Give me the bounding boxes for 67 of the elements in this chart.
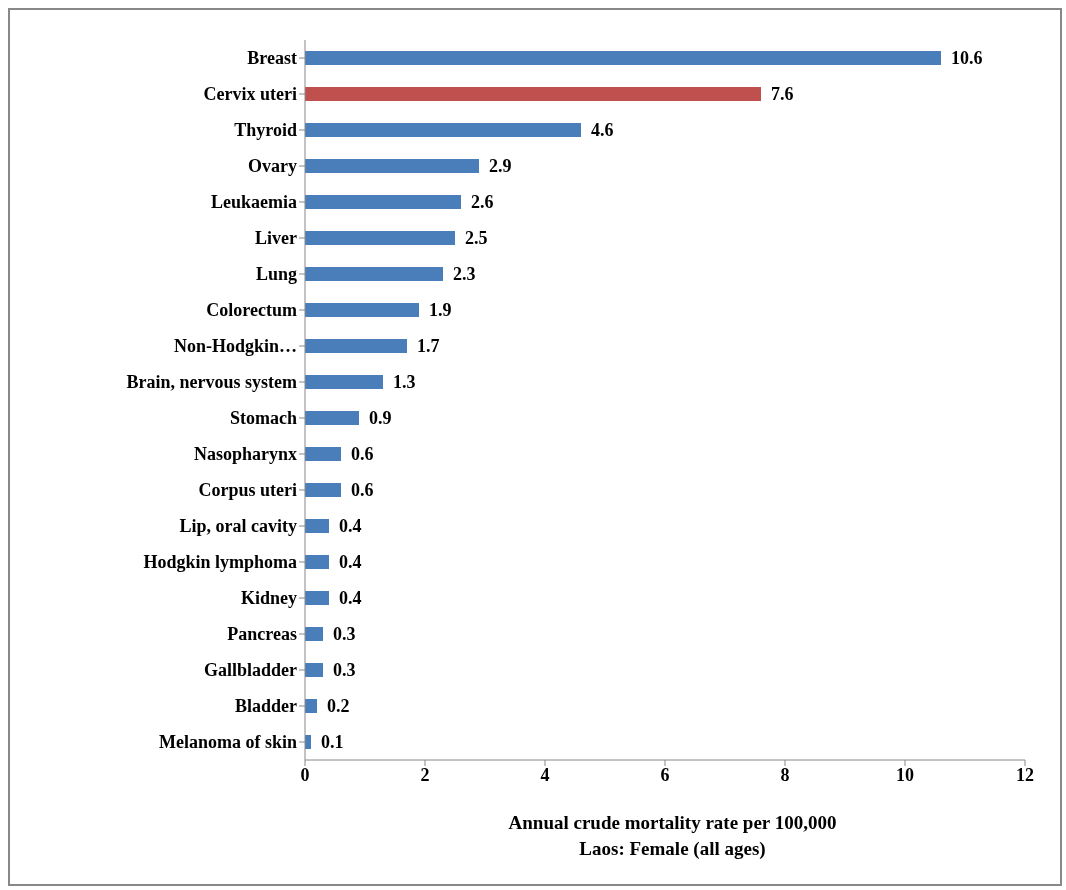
- bar: [305, 411, 359, 425]
- bar: [305, 195, 461, 209]
- data-label: 0.6: [351, 444, 374, 465]
- bar: [305, 627, 323, 641]
- bar: [305, 699, 317, 713]
- data-label: 2.6: [471, 192, 494, 213]
- y-tick-label: Brain, nervous system: [126, 372, 297, 393]
- bar: [305, 267, 443, 281]
- x-tick-label: 6: [660, 764, 670, 785]
- y-tick-label: Liver: [255, 228, 297, 249]
- bar: [305, 159, 479, 173]
- x-tick-label: 10: [896, 764, 914, 785]
- bar: [305, 303, 419, 317]
- data-label: 10.6: [951, 48, 983, 69]
- y-tick-label: Melanoma of skin: [158, 732, 297, 753]
- x-axis-title: Annual crude mortality rate per 100,000 Laos: Female (all ages): [507, 811, 838, 861]
- data-label: 0.4: [339, 516, 362, 537]
- bar: [305, 591, 329, 605]
- y-tick-label: Lung: [255, 264, 297, 285]
- data-label: 2.5: [465, 228, 488, 249]
- data-label: 0.4: [339, 552, 362, 573]
- data-label: 0.9: [369, 408, 392, 429]
- data-label: 0.1: [321, 732, 344, 753]
- y-tick-label: Kidney: [240, 588, 297, 609]
- data-label: 0.2: [327, 696, 350, 717]
- data-label: 0.3: [333, 624, 356, 645]
- y-tick-label: Pancreas: [227, 624, 297, 645]
- y-tick-label: Thyroid: [234, 120, 297, 141]
- y-tick-label: Non-Hodgkin…: [173, 336, 297, 357]
- y-tick-label: Ovary: [248, 156, 297, 177]
- data-label: 0.3: [333, 660, 356, 681]
- bar: [305, 555, 329, 569]
- x-tick-label: 12: [1016, 764, 1034, 785]
- data-label: 1.9: [429, 300, 452, 321]
- y-tick-label: Colorectum: [206, 300, 297, 321]
- data-label: 2.3: [453, 264, 476, 285]
- bar: [305, 447, 341, 461]
- bar: [305, 519, 329, 533]
- y-tick-label: Breast: [247, 48, 297, 69]
- bar: [305, 87, 761, 101]
- y-tick-label: Gallbladder: [203, 660, 298, 681]
- data-label: 7.6: [771, 84, 794, 105]
- bar: [305, 231, 455, 245]
- bar: [305, 339, 407, 353]
- y-tick-label: Stomach: [230, 408, 297, 429]
- y-tick-label: Leukaemia: [210, 192, 297, 213]
- y-tick-label: Hodgkin lymphoma: [143, 552, 297, 573]
- y-tick-label: Lip, oral cavity: [179, 516, 297, 537]
- y-tick-label: Corpus uteri: [198, 480, 297, 501]
- data-label: 1.3: [393, 372, 416, 393]
- x-tick-label: 0: [300, 764, 310, 785]
- bar: [305, 663, 323, 677]
- y-tick-label: Cervix uteri: [203, 84, 297, 105]
- x-tick-label: 4: [540, 764, 550, 785]
- y-tick-label: Bladder: [234, 696, 297, 717]
- bar: [305, 483, 341, 497]
- data-label: 0.6: [351, 480, 374, 501]
- data-label: 1.7: [417, 336, 440, 357]
- bar: [305, 123, 581, 137]
- data-label: 4.6: [591, 120, 614, 141]
- bar: [305, 375, 383, 389]
- data-label: 2.9: [489, 156, 512, 177]
- data-label: 0.4: [339, 588, 362, 609]
- y-tick-label: Nasopharynx: [193, 444, 297, 465]
- x-tick-label: 8: [780, 764, 790, 785]
- bar: [305, 51, 941, 65]
- x-tick-label: 2: [420, 764, 430, 785]
